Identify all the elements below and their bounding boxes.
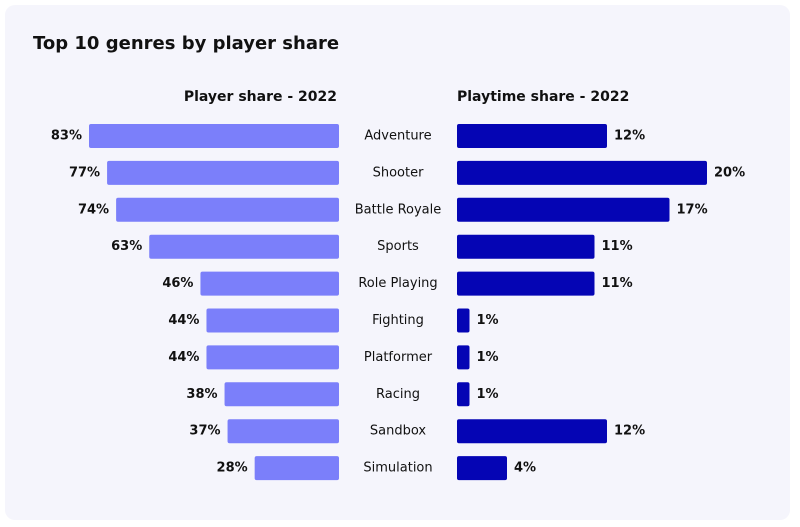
bar [457, 382, 470, 407]
category-label: Platformer [364, 350, 433, 365]
category-label: Simulation [363, 461, 432, 476]
category-label: Battle Royale [355, 202, 442, 217]
value-label: 44% [168, 350, 199, 365]
legend-label: Player share - 2022 [184, 89, 337, 105]
bar [227, 419, 339, 444]
bar [457, 271, 595, 296]
bar [206, 308, 339, 333]
value-label: 83% [51, 129, 82, 144]
bar [224, 382, 339, 407]
bar [200, 271, 339, 296]
value-label: 37% [189, 424, 220, 439]
bar [457, 419, 607, 444]
value-label: 63% [111, 239, 142, 254]
category-label: Role Playing [358, 276, 437, 291]
bar [206, 345, 339, 370]
bar [107, 160, 339, 185]
bar [457, 345, 470, 370]
value-label: 38% [186, 387, 217, 402]
category-label: Shooter [373, 165, 424, 180]
value-label: 77% [69, 165, 100, 180]
bar [457, 160, 707, 185]
value-label: 11% [602, 276, 633, 291]
bar [116, 197, 340, 222]
value-label: 12% [614, 129, 645, 144]
category-label: Sandbox [370, 424, 427, 439]
bar [254, 456, 339, 481]
legend-label: Playtime share - 2022 [457, 89, 629, 105]
category-label: Sports [377, 239, 419, 254]
value-label: 44% [168, 313, 199, 328]
value-label: 20% [714, 165, 745, 180]
bar [457, 234, 595, 259]
category-label: Adventure [364, 129, 431, 144]
value-label: 11% [602, 239, 633, 254]
bar [457, 456, 507, 481]
bar [89, 124, 339, 148]
bar [149, 234, 339, 259]
bar [457, 197, 670, 222]
value-label: 74% [78, 202, 109, 217]
bar [457, 308, 470, 333]
category-label: Fighting [372, 313, 424, 328]
bar [457, 124, 607, 148]
value-label: 1% [477, 350, 499, 365]
value-label: 1% [477, 387, 499, 402]
card [5, 5, 790, 520]
value-label: 46% [162, 276, 193, 291]
value-label: 17% [677, 202, 708, 217]
category-label: Racing [376, 387, 420, 402]
chart-title: Top 10 genres by player share [33, 33, 339, 54]
value-label: 1% [477, 313, 499, 328]
value-label: 28% [217, 461, 248, 476]
value-label: 4% [514, 461, 536, 476]
value-label: 12% [614, 424, 645, 439]
